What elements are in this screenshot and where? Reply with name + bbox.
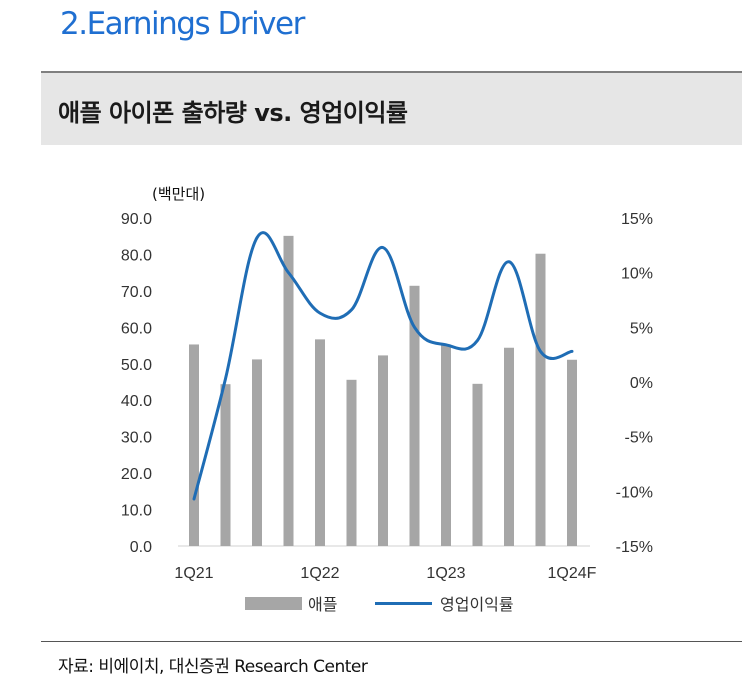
y-axis-unit-label: (백만대) bbox=[152, 185, 205, 203]
bar bbox=[472, 383, 483, 546]
y2-tick-label: 15% bbox=[621, 211, 653, 228]
chart-header-band: 애플 아이폰 출하량 vs. 영업이익률 bbox=[41, 71, 742, 145]
y-tick-label: 20.0 bbox=[121, 466, 152, 483]
bar bbox=[378, 355, 388, 546]
legend-swatch-bar bbox=[245, 597, 302, 610]
y-tick-label: 70.0 bbox=[121, 284, 152, 301]
x-tick-label: 1Q22 bbox=[300, 565, 339, 582]
bar bbox=[409, 285, 420, 546]
bar bbox=[441, 344, 451, 546]
y-tick-label: 60.0 bbox=[121, 320, 152, 337]
y-tick-label: 90.0 bbox=[121, 211, 152, 228]
x-tick-label: 1Q23 bbox=[426, 565, 465, 582]
y2-tick-label: 10% bbox=[621, 266, 653, 283]
y-tick-label: 50.0 bbox=[121, 357, 152, 374]
y-tick-label: 30.0 bbox=[121, 430, 152, 447]
series-line-margin bbox=[192, 231, 574, 501]
x-tick-label: 1Q24F bbox=[548, 565, 597, 582]
source-note: 자료: 비에이치, 대신증권 Research Center bbox=[58, 657, 368, 677]
bar bbox=[315, 339, 325, 546]
legend-label-line: 영업이익률 bbox=[440, 595, 514, 614]
bar bbox=[189, 344, 199, 546]
y2-tick-label: -5% bbox=[625, 430, 653, 447]
y-tick-label: 40.0 bbox=[121, 393, 152, 410]
y2-tick-label: -15% bbox=[616, 539, 653, 556]
y2-tick-label: 0% bbox=[630, 375, 653, 392]
chart: (백만대) 0.0 10.0 20.0 30.0 40.0 50.0 60.0 70.0 80.0… bbox=[121, 185, 653, 614]
y2-tick-label: -10% bbox=[616, 484, 653, 501]
bar bbox=[535, 253, 546, 546]
footer-divider bbox=[41, 641, 742, 642]
bar bbox=[252, 359, 262, 546]
x-tick-label: 1Q21 bbox=[174, 565, 213, 582]
bar bbox=[504, 347, 514, 546]
bar bbox=[567, 359, 577, 546]
y-tick-label: 80.0 bbox=[121, 247, 152, 264]
y2-tick-label: 5% bbox=[630, 320, 653, 337]
section-title: 2.Earnings Driver bbox=[60, 6, 305, 42]
bar bbox=[346, 379, 357, 546]
legend-label-bar: 애플 bbox=[308, 595, 337, 614]
bar bbox=[220, 384, 231, 546]
chart-title: 애플 아이폰 출하량 vs. 영업이익률 bbox=[58, 99, 408, 127]
y-tick-label: 10.0 bbox=[121, 503, 152, 520]
bar bbox=[283, 235, 294, 546]
y-tick-label: 0.0 bbox=[130, 539, 152, 556]
